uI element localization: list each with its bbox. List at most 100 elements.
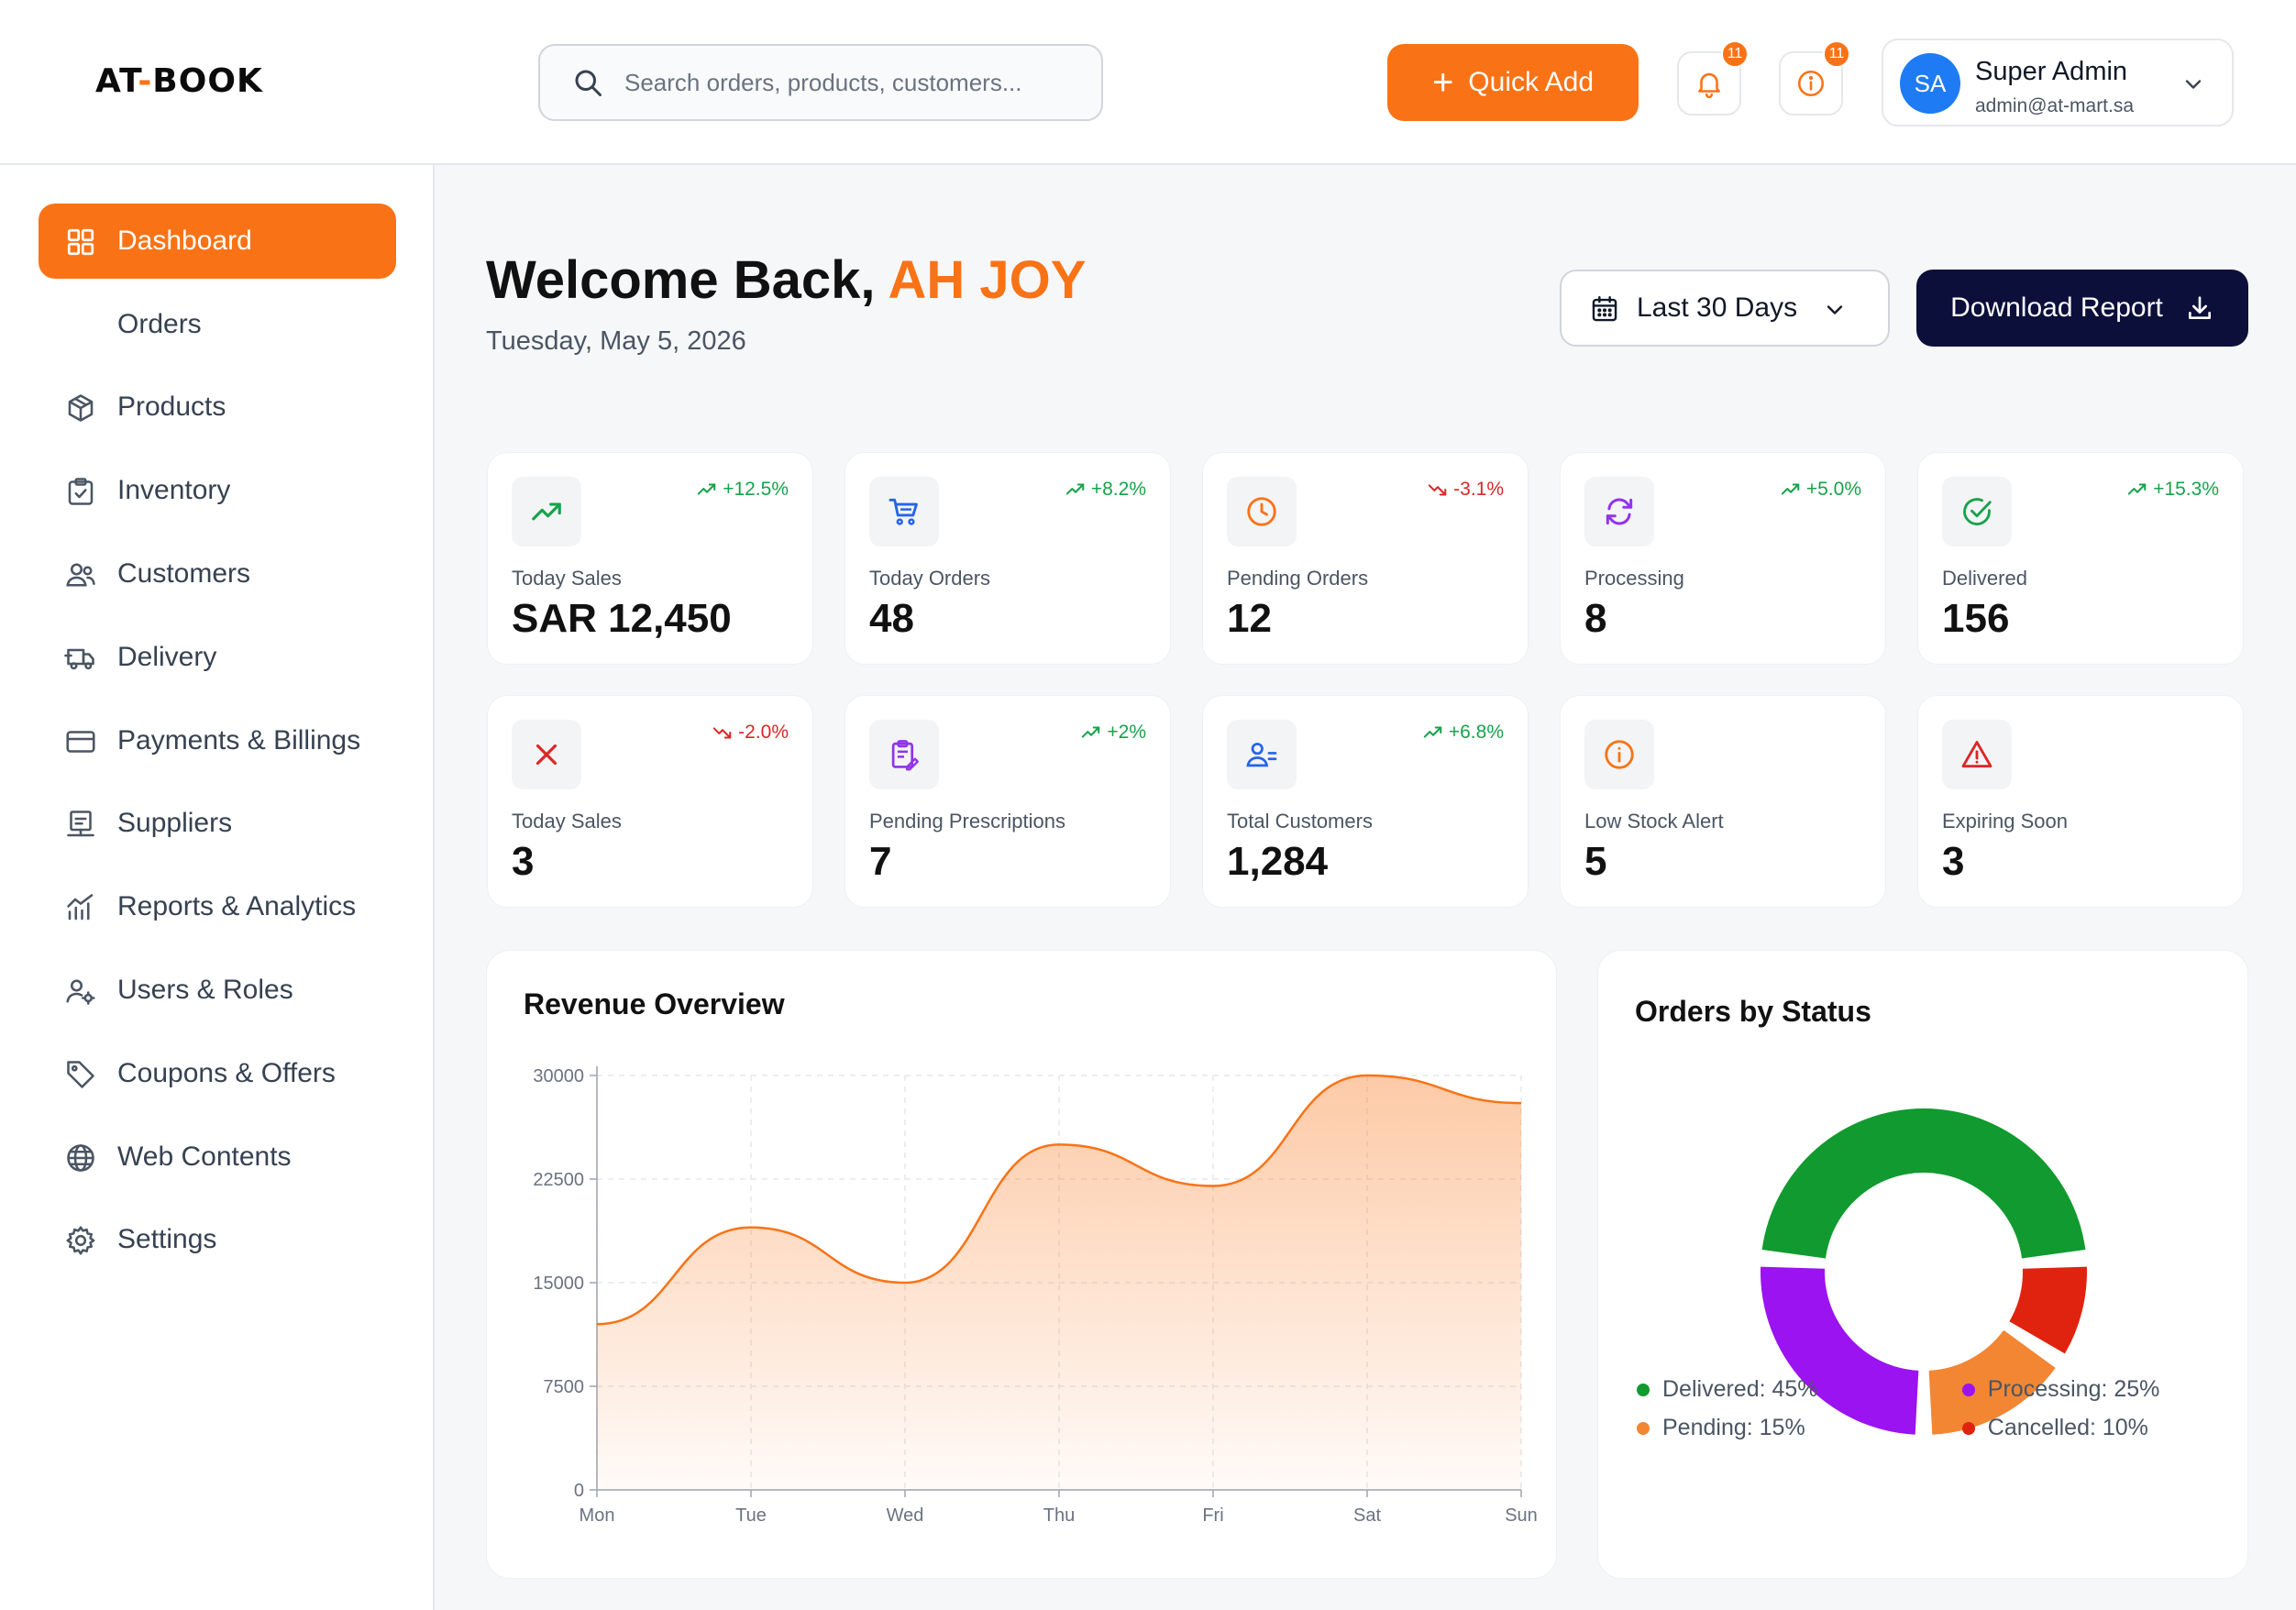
notifications-button[interactable]: 11 bbox=[1677, 40, 1749, 116]
sidebar-item-products[interactable]: Products bbox=[39, 369, 396, 445]
stat-value: 48 bbox=[869, 596, 914, 641]
sidebar-item-users-roles[interactable]: Users & Roles bbox=[39, 953, 396, 1028]
user-name: Super Admin bbox=[1975, 57, 2128, 86]
donut-slice-delivered[interactable] bbox=[1761, 1108, 2086, 1259]
user-menu[interactable]: SA Super Admin admin@at-mart.sa bbox=[1882, 39, 2234, 127]
plus-icon: + bbox=[1431, 62, 1454, 103]
orders-status-title: Orders by Status bbox=[1635, 995, 1871, 1028]
sidebar-item-web-contents[interactable]: Web Contents bbox=[39, 1119, 396, 1195]
stat-value: 1,284 bbox=[1227, 839, 1329, 884]
stat-icon-box bbox=[1227, 720, 1297, 789]
sidebar-item-payments[interactable]: Payments & Billings bbox=[39, 703, 396, 778]
clipboard-check-icon bbox=[68, 478, 94, 505]
x-tick-label: Sun bbox=[1505, 1505, 1538, 1526]
stat-label: Total Customers bbox=[1227, 810, 1373, 833]
trend-up-icon bbox=[2128, 483, 2147, 495]
notifications-badge: 11 bbox=[1721, 40, 1749, 68]
sidebar-item-settings[interactable]: Settings bbox=[39, 1202, 396, 1277]
stat-card[interactable]: -3.1% Pending Orders 12 bbox=[1202, 452, 1529, 665]
download-icon bbox=[2188, 296, 2211, 319]
stat-trend: +6.8% bbox=[1423, 722, 1504, 744]
truck-icon bbox=[64, 648, 94, 670]
stat-card[interactable]: +8.2% Today Orders 48 bbox=[844, 452, 1171, 665]
stat-icon-box bbox=[1942, 720, 2012, 789]
stat-card[interactable]: +6.8% Total Customers 1,284 bbox=[1202, 695, 1529, 908]
user-email: admin@at-mart.sa bbox=[1975, 95, 2135, 116]
quick-add-label: Quick Add bbox=[1468, 67, 1595, 97]
legend-item-pending: Pending: 15% bbox=[1637, 1415, 1805, 1441]
stat-label: Expiring Soon bbox=[1942, 810, 2068, 833]
stat-label: Today Sales bbox=[512, 567, 622, 590]
stat-icon-box bbox=[512, 477, 581, 546]
warning-icon bbox=[1961, 741, 1992, 768]
stat-value: 3 bbox=[512, 839, 535, 884]
stat-card[interactable]: +15.3% Delivered 156 bbox=[1917, 452, 2244, 665]
legend-item-processing: Processing: 25% bbox=[1961, 1376, 2159, 1403]
y-tick-label: 0 bbox=[574, 1481, 584, 1501]
stat-value: 5 bbox=[1584, 839, 1607, 884]
x-tick-label: Thu bbox=[1043, 1505, 1075, 1526]
trend-down-icon bbox=[712, 727, 732, 739]
alerts-button[interactable]: 11 bbox=[1779, 40, 1850, 116]
page-title: Welcome Back, AH JOY bbox=[486, 250, 1087, 310]
y-tick-label: 30000 bbox=[533, 1066, 584, 1086]
sidebar-item-inventory[interactable]: Inventory bbox=[39, 453, 396, 528]
x-tick-label: Fri bbox=[1202, 1505, 1223, 1526]
sidebar-item-dashboard[interactable]: Dashboard bbox=[39, 204, 396, 279]
sidebar-item-suppliers[interactable]: Suppliers bbox=[39, 786, 396, 861]
globe-icon bbox=[67, 1144, 94, 1172]
stat-card[interactable]: Expiring Soon 3 bbox=[1917, 695, 2244, 908]
search-input[interactable] bbox=[624, 68, 1065, 97]
date-range-select[interactable]: Last 30 Days bbox=[1560, 270, 1890, 347]
sidebar-item-label: Settings bbox=[117, 1224, 217, 1254]
sidebar-item-delivery[interactable]: Delivery bbox=[39, 620, 396, 695]
stat-card[interactable]: +12.5% Today Sales SAR 12,450 bbox=[487, 452, 813, 665]
info-icon bbox=[1605, 740, 1634, 769]
sidebar-item-coupons[interactable]: Coupons & Offers bbox=[39, 1036, 396, 1111]
donut-slice-pending[interactable] bbox=[1928, 1329, 2056, 1435]
legend-dot bbox=[1637, 1421, 1650, 1435]
quick-add-button[interactable]: + Quick Add bbox=[1387, 44, 1639, 121]
stat-label: Pending Orders bbox=[1227, 567, 1369, 590]
info-icon bbox=[1797, 70, 1825, 97]
revenue-overview-title: Revenue Overview bbox=[524, 987, 785, 1020]
x-tick-label: Mon bbox=[580, 1505, 615, 1526]
search-box[interactable] bbox=[538, 44, 1103, 121]
stat-card[interactable]: +5.0% Processing 8 bbox=[1560, 452, 1886, 665]
download-report-label: Download Report bbox=[1950, 292, 2163, 323]
stat-label: Processing bbox=[1584, 567, 1684, 590]
x-icon bbox=[535, 744, 557, 766]
download-report-button[interactable]: Download Report bbox=[1916, 270, 2248, 347]
y-tick-label: 7500 bbox=[544, 1377, 585, 1397]
stat-card[interactable]: +2% Pending Prescriptions 7 bbox=[844, 695, 1171, 908]
sidebar-item-orders[interactable]: Orders bbox=[39, 287, 396, 362]
stat-label: Today Sales bbox=[512, 810, 622, 833]
x-tick-label: Tue bbox=[735, 1505, 767, 1526]
donut-slice-cancelled[interactable] bbox=[2009, 1266, 2087, 1354]
sidebar-item-label: Products bbox=[117, 391, 226, 422]
sidebar-item-label: Customers bbox=[117, 558, 251, 589]
orders-status-donut-chart bbox=[1761, 1108, 2087, 1435]
y-tick-label: 15000 bbox=[533, 1274, 584, 1294]
stat-card[interactable]: -2.0% Today Sales 3 bbox=[487, 695, 813, 908]
stat-card[interactable]: Low Stock Alert 5 bbox=[1560, 695, 1886, 908]
x-tick-label: Wed bbox=[887, 1505, 924, 1526]
trend-down-icon bbox=[1428, 484, 1447, 496]
chevron-down-icon bbox=[1827, 305, 1843, 314]
stat-value: 7 bbox=[869, 839, 892, 884]
stat-icon-box bbox=[1942, 477, 2012, 546]
stat-value: 3 bbox=[1942, 839, 1965, 884]
legend-item-delivered: Delivered: 45% bbox=[1637, 1376, 1818, 1403]
user-display-name: AH JOY bbox=[888, 250, 1087, 310]
trending-up-icon bbox=[532, 502, 561, 521]
bell-icon bbox=[1698, 72, 1720, 99]
donut-slice-processing[interactable] bbox=[1761, 1266, 1919, 1435]
tag-icon bbox=[67, 1061, 94, 1088]
sidebar-item-customers[interactable]: Customers bbox=[39, 536, 396, 612]
stat-trend: +8.2% bbox=[1065, 479, 1146, 501]
credit-card-icon bbox=[66, 731, 95, 753]
sidebar-item-reports[interactable]: Reports & Analytics bbox=[39, 869, 396, 944]
app-logo[interactable]: AT-BOOK bbox=[95, 62, 263, 100]
user-gear-icon bbox=[66, 979, 95, 1005]
legend-dot bbox=[1637, 1383, 1650, 1396]
